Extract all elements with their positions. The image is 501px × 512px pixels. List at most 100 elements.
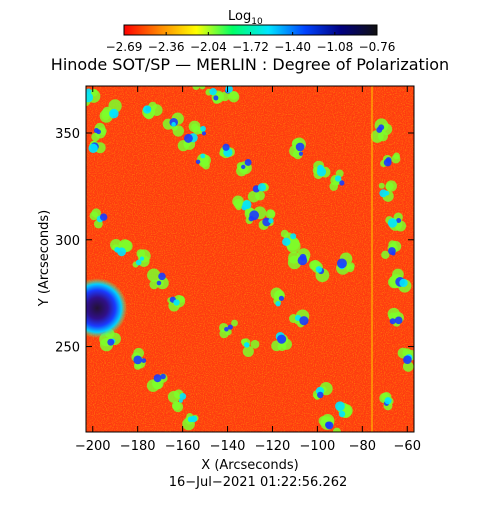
network-patch xyxy=(233,198,244,209)
network-patch xyxy=(334,175,342,182)
network-patch xyxy=(193,125,202,135)
network-patch xyxy=(142,105,152,114)
network-patch xyxy=(220,91,230,102)
y-tick-label: 250 xyxy=(55,341,80,356)
network-patch xyxy=(183,133,193,143)
network-patch xyxy=(101,111,111,121)
network-patch xyxy=(385,157,392,163)
network-patch xyxy=(387,218,398,228)
network-patch xyxy=(139,256,145,261)
network-patch xyxy=(241,204,248,211)
network-patch xyxy=(378,182,385,189)
network-patch xyxy=(152,380,163,390)
network-patch xyxy=(298,151,304,156)
network-patch xyxy=(295,142,305,152)
network-patch xyxy=(224,326,229,332)
map-speckle xyxy=(86,86,414,432)
network-patch xyxy=(99,213,108,221)
x-tick-label: −180 xyxy=(120,439,156,454)
network-patch xyxy=(133,362,142,370)
colorbar-tick-label: −1.72 xyxy=(232,40,269,54)
plot-frame xyxy=(85,85,415,433)
network-patch xyxy=(86,88,92,95)
network-patch xyxy=(108,99,122,113)
network-patch xyxy=(379,189,388,198)
network-patch xyxy=(133,355,143,365)
network-patch xyxy=(399,278,408,288)
timestamp: 16−Jul−2021 01:22:56.262 xyxy=(169,475,348,490)
network-patch xyxy=(228,91,240,103)
network-patch xyxy=(213,95,219,101)
y-tick-label: 350 xyxy=(55,127,80,142)
colorbar-tick-label: −2.36 xyxy=(148,40,185,54)
network-patch xyxy=(93,128,99,134)
polarization-map xyxy=(86,76,414,432)
x-ticks: −200 −180 −160 −140 −120 −100 −80 −60 xyxy=(75,86,421,454)
network-patch xyxy=(200,153,206,159)
network-patch xyxy=(339,180,345,186)
network-patch xyxy=(389,318,396,325)
network-patch xyxy=(192,86,200,91)
y-tick-label: 300 xyxy=(55,234,80,249)
network-patch xyxy=(316,167,327,177)
network-patch xyxy=(388,240,397,249)
network-patch xyxy=(147,268,161,282)
network-patch xyxy=(290,233,297,240)
y-axis-label: Y (Arcseconds) xyxy=(37,210,52,307)
x-tick-label: −160 xyxy=(165,439,201,454)
network-patch xyxy=(268,218,274,224)
network-patch xyxy=(172,125,185,137)
colorbar-label-subscript: 10 xyxy=(251,17,263,27)
network-patch xyxy=(156,280,162,286)
x-tick-label: −100 xyxy=(300,439,336,454)
colorbar-label: Log10 xyxy=(228,9,263,27)
x-tick-label: −60 xyxy=(394,439,421,454)
network-patch xyxy=(88,143,98,153)
plot-title: Hinode SOT/SP — MERLIN : Degree of Polar… xyxy=(51,55,449,74)
network-regions xyxy=(86,76,414,432)
network-patch xyxy=(393,152,400,160)
network-patch xyxy=(403,355,412,365)
network-patch xyxy=(177,139,190,152)
network-patch xyxy=(377,131,389,142)
network-patch xyxy=(110,110,117,117)
network-patch xyxy=(209,87,217,96)
network-patch xyxy=(275,300,281,307)
network-patch xyxy=(402,361,414,372)
network-patch xyxy=(179,393,187,400)
network-patch xyxy=(299,253,307,261)
network-patch xyxy=(257,183,267,192)
network-patch xyxy=(317,391,324,399)
network-patch xyxy=(173,299,180,306)
colorbar-label-main: Log xyxy=(228,9,251,24)
network-patch xyxy=(244,158,252,166)
colorbar-ticks: −2.69 −2.36 −2.04 −1.72 −1.40 −1.08 −0.76 xyxy=(106,32,395,54)
network-patch xyxy=(249,210,260,221)
network-patch xyxy=(267,209,275,218)
network-patch xyxy=(376,126,383,133)
network-patch xyxy=(200,125,206,132)
network-patch xyxy=(195,159,201,165)
network-patch xyxy=(254,190,265,201)
network-patch xyxy=(227,324,233,330)
network-patch xyxy=(299,316,309,326)
network-patch xyxy=(201,131,207,136)
network-patch xyxy=(117,247,127,257)
network-patch xyxy=(178,398,183,403)
network-patch xyxy=(167,390,180,403)
network-patch xyxy=(199,86,206,90)
network-patch xyxy=(335,401,345,412)
network-patch xyxy=(315,266,323,273)
network-patch xyxy=(107,338,115,346)
network-patch xyxy=(231,319,238,327)
network-patch xyxy=(381,250,390,259)
colorbar-tick-label: −1.40 xyxy=(274,40,311,54)
network-patch xyxy=(346,264,355,273)
network-patch xyxy=(282,237,291,246)
network-patch xyxy=(196,76,203,83)
network-patch xyxy=(384,397,392,405)
x-tick-label: −140 xyxy=(210,439,246,454)
network-patch xyxy=(171,122,176,127)
x-tick-label: −200 xyxy=(75,439,111,454)
